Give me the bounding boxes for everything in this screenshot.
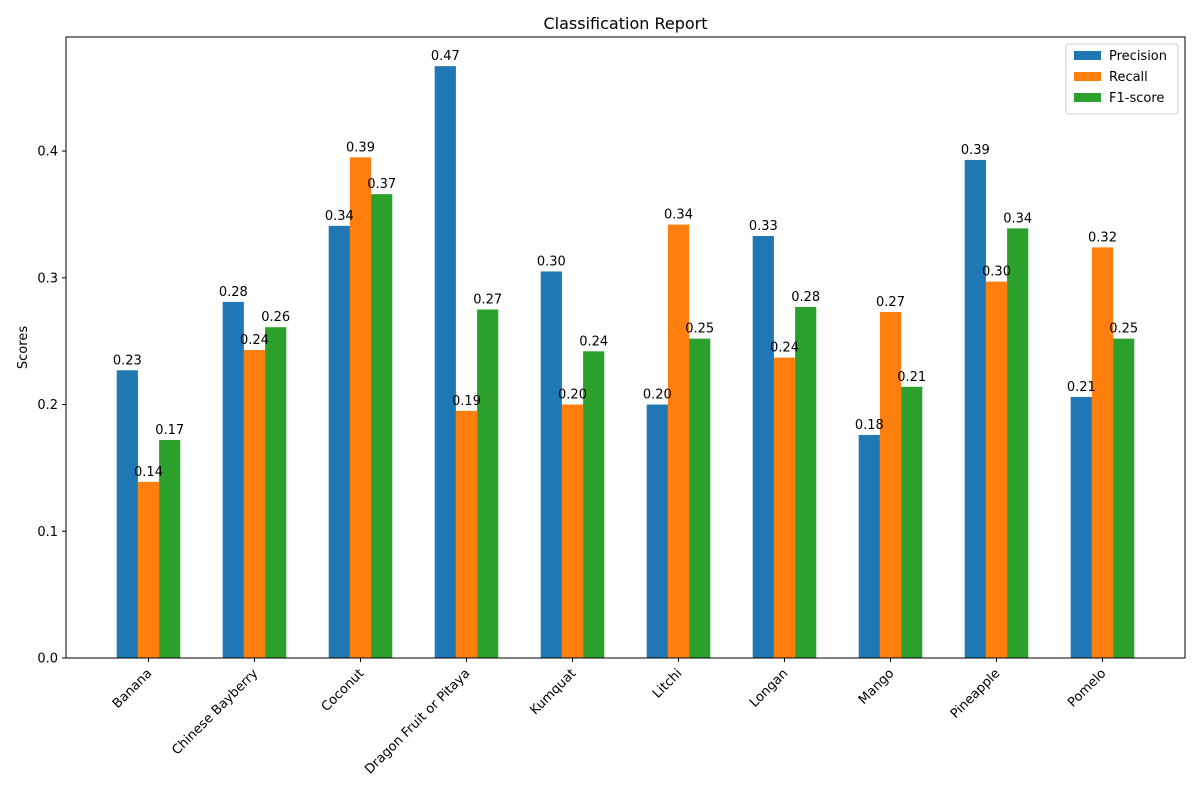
legend-swatch: [1074, 93, 1101, 102]
bar-value-label: 0.39: [346, 140, 375, 155]
y-tick-label: 0.2: [37, 398, 58, 413]
legend-swatch: [1074, 51, 1101, 60]
bar-f1-score: [1113, 338, 1135, 658]
bar-value-label: 0.14: [134, 465, 163, 480]
y-tick-label: 0.0: [37, 652, 58, 667]
bar-recall: [561, 404, 584, 658]
bar-value-label: 0.25: [1109, 322, 1138, 337]
bar-value-label: 0.24: [770, 341, 799, 356]
y-axis-label: Scores: [16, 326, 31, 369]
bar-precision: [540, 271, 562, 658]
bar-value-label: 0.37: [367, 177, 396, 192]
bar-value-label: 0.26: [261, 310, 290, 325]
bar-precision: [1070, 396, 1092, 658]
bar-precision: [434, 66, 456, 658]
bar-value-label: 0.33: [749, 219, 778, 234]
bar-f1-score: [901, 386, 923, 658]
bar-value-label: 0.30: [537, 254, 566, 269]
bar-value-label: 0.19: [452, 394, 481, 409]
bar-labels-group: 0.23 0.28 0.34 0.47 0.30 0.20 0.33 0.18 0.39 0.21…: [113, 49, 1138, 480]
y-tick-label: 0.3: [37, 271, 58, 286]
legend-label: Recall: [1109, 70, 1148, 85]
bar-value-label: 0.34: [325, 209, 354, 224]
bar-recall: [137, 481, 160, 658]
bar-value-label: 0.24: [579, 334, 608, 349]
bar-value-label: 0.32: [1088, 230, 1117, 245]
bar-recall: [985, 281, 1008, 658]
bar-value-label: 0.17: [155, 423, 184, 438]
bar-f1-score: [265, 327, 287, 658]
bar-precision: [964, 159, 986, 658]
chart-title: Classification Report: [544, 14, 708, 33]
bars-group: [116, 66, 1135, 658]
bar-value-label: 0.27: [473, 292, 502, 307]
bar-recall: [349, 157, 372, 658]
bar-value-label: 0.27: [876, 295, 905, 310]
bar-value-label: 0.25: [685, 322, 714, 337]
y-tick-label: 0.4: [37, 145, 58, 160]
bar-recall: [879, 312, 902, 658]
bar-precision: [646, 404, 668, 658]
bar-value-label: 0.18: [855, 418, 884, 433]
bar-precision: [328, 225, 350, 658]
y-tick-label: 0.1: [37, 525, 58, 540]
bar-value-label: 0.21: [897, 370, 926, 385]
bar-precision: [116, 370, 138, 658]
bar-value-label: 0.30: [982, 265, 1011, 280]
bar-recall: [455, 410, 478, 658]
bar-value-label: 0.34: [1003, 211, 1032, 226]
legend-label: F1-score: [1109, 91, 1164, 106]
bar-value-label: 0.28: [791, 290, 820, 305]
bar-value-label: 0.47: [431, 49, 460, 64]
bar-value-label: 0.23: [113, 353, 142, 368]
legend-label: Precision: [1109, 49, 1167, 64]
bar-value-label: 0.28: [219, 285, 248, 300]
plot-frame: [65, 36, 1186, 659]
bar-value-label: 0.24: [240, 333, 269, 348]
bar-value-label: 0.34: [664, 208, 693, 223]
bar-precision: [858, 434, 880, 658]
bar-precision: [752, 235, 774, 658]
bar-recall: [773, 357, 796, 658]
bar-f1-score: [371, 194, 393, 658]
bar-f1-score: [477, 309, 499, 658]
bar-f1-score: [1007, 228, 1029, 658]
y-axis-ticks: 0.0 0.1 0.2 0.3 0.4: [37, 145, 66, 667]
bar-f1-score: [795, 306, 817, 658]
bar-f1-score: [159, 440, 181, 658]
bar-recall: [667, 224, 690, 658]
bar-f1-score: [689, 338, 711, 658]
legend: Precision Recall F1-score: [1065, 43, 1179, 115]
bar-precision: [222, 301, 244, 658]
bar-value-label: 0.39: [961, 143, 990, 158]
bar-value-label: 0.20: [643, 388, 672, 403]
bar-f1-score: [583, 351, 605, 658]
bar-recall: [243, 350, 266, 658]
bar-recall: [1091, 247, 1114, 658]
bar-value-label: 0.20: [558, 388, 587, 403]
bar-value-label: 0.21: [1067, 380, 1096, 395]
legend-swatch: [1074, 72, 1101, 81]
